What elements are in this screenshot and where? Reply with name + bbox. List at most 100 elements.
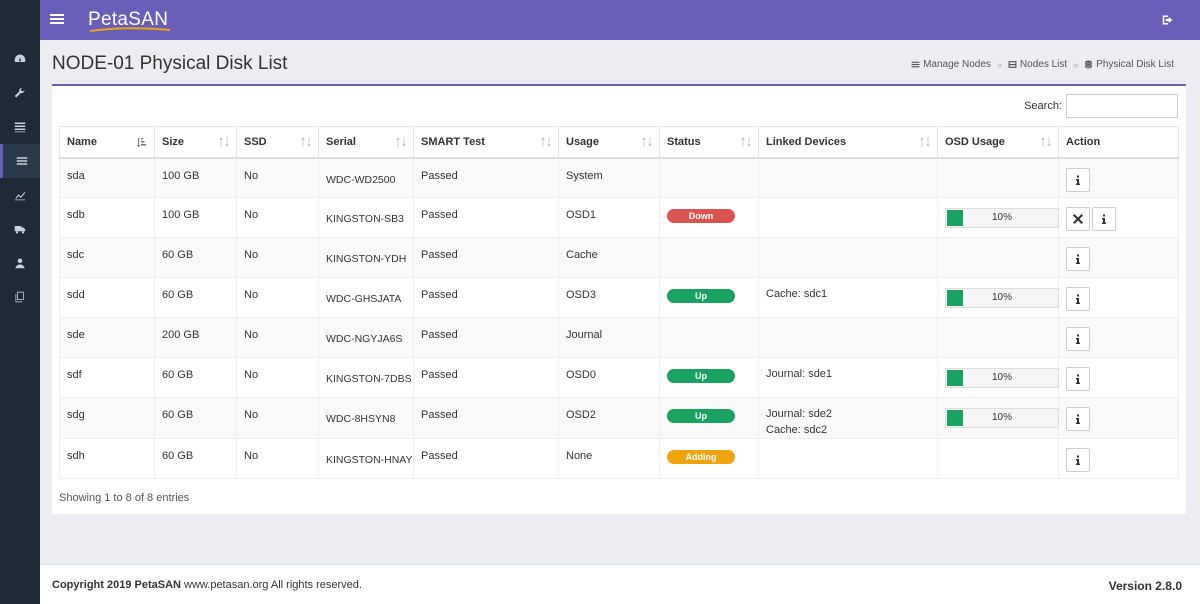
cell-serial: WDC-NGYJA6S	[318, 317, 414, 358]
cell-smart-test: Passed	[413, 438, 559, 479]
menu-icon	[911, 61, 920, 68]
cell-status: Up	[659, 277, 759, 318]
copyright-bold: Copyright 2019 PetaSAN	[52, 579, 181, 591]
remove-button[interactable]	[1066, 207, 1090, 231]
cell-linked-devices	[758, 197, 938, 238]
cell-name: sda	[59, 157, 155, 198]
info-button[interactable]	[1066, 287, 1090, 311]
cell-smart-test: Passed	[413, 157, 559, 198]
sidebar-item-users[interactable]	[0, 246, 40, 280]
cell-usage: Cache	[558, 237, 660, 278]
cell-action	[1058, 237, 1179, 278]
cell-action	[1058, 317, 1179, 358]
truck-icon	[14, 226, 26, 234]
table-entries-info: Showing 1 to 8 of 8 entries	[59, 492, 190, 504]
info-button[interactable]	[1066, 327, 1090, 351]
info-button[interactable]	[1066, 367, 1090, 391]
info-button[interactable]	[1066, 407, 1090, 431]
table-row: sdb 100 GB No KINGSTON-SB3 Passed OSD1 Down 10%	[59, 197, 1179, 238]
cell-linked-devices	[758, 438, 938, 479]
cell-size: 60 GB	[154, 438, 237, 479]
column-header-serial[interactable]: Serial	[318, 126, 414, 159]
info-icon	[1076, 374, 1080, 384]
osd-usage-fill	[947, 370, 963, 386]
sort-ascending-icon	[137, 138, 146, 147]
sidebar-item-configuration[interactable]	[0, 76, 40, 110]
list-icon	[14, 122, 26, 133]
osd-usage-percent: 10%	[991, 292, 1012, 303]
sidebar-item-maintenance[interactable]	[0, 212, 40, 246]
sidebar-item-dashboard[interactable]	[0, 42, 40, 76]
cell-status: Up	[659, 397, 759, 439]
cell-ssd: No	[236, 157, 319, 198]
sidebar-item-list[interactable]	[0, 110, 40, 144]
breadcrumb-label: Nodes List	[1019, 59, 1068, 70]
cell-usage: OSD1	[558, 197, 660, 238]
logout-icon[interactable]	[1162, 14, 1174, 26]
dashboard-icon	[14, 54, 26, 62]
cell-action	[1058, 277, 1179, 318]
osd-usage-percent: 10%	[991, 212, 1012, 223]
cell-ssd: No	[236, 317, 319, 358]
cell-status: Down	[659, 197, 759, 238]
sidebar-item-statistics[interactable]	[0, 178, 40, 212]
column-header-usage[interactable]: Usage	[558, 126, 660, 159]
osd-usage-progress-bar: 10%	[945, 408, 1059, 428]
linked-device-line: Journal: sde2	[766, 408, 833, 420]
info-button[interactable]	[1092, 207, 1116, 231]
status-badge: Up	[667, 289, 735, 303]
sidebar-item-copy[interactable]	[0, 280, 40, 314]
table-row: sda 100 GB No WDC-WD2500 Passed System	[59, 157, 1179, 198]
cell-serial: KINGSTON-YDH	[318, 237, 414, 278]
linked-device-line: Cache: sdc1	[766, 288, 828, 300]
cell-serial: KINGSTON-7DBS	[318, 357, 414, 398]
page-title: NODE-01 Physical Disk List	[52, 53, 288, 74]
info-button[interactable]	[1066, 448, 1090, 472]
cell-name: sdf	[59, 357, 155, 398]
column-header-linked-devices[interactable]: Linked Devices	[758, 126, 938, 159]
column-header-size[interactable]: Size	[154, 126, 237, 159]
cell-ssd: No	[236, 357, 319, 398]
table-row: sdh 60 GB No KINGSTON-HNAY Passed None Adding	[59, 438, 1179, 479]
copyright-rest: www.petasan.org All rights reserved.	[180, 579, 362, 591]
breadcrumb-manage-nodes[interactable]: Manage Nodes	[911, 59, 991, 70]
cell-status: Up	[659, 357, 759, 398]
cell-serial: KINGSTON-HNAY	[318, 438, 414, 479]
column-header-osd-usage[interactable]: OSD Usage	[937, 126, 1059, 159]
cell-linked-devices	[758, 157, 938, 198]
column-header-name[interactable]: Name	[59, 126, 155, 159]
search-input[interactable]	[1066, 94, 1178, 118]
table-row: sdd 60 GB No WDC-GHSJATA Passed OSD3 Up Cache: …	[59, 277, 1179, 318]
info-button[interactable]	[1066, 247, 1090, 271]
cell-action	[1058, 438, 1179, 479]
sort-icon	[219, 137, 229, 147]
cell-linked-devices: Journal: sde1	[758, 357, 938, 398]
info-icon	[1076, 294, 1080, 304]
sidebar-item-manage-nodes[interactable]	[0, 144, 40, 178]
osd-usage-progress-bar: 10%	[945, 368, 1059, 388]
cell-size: 200 GB	[154, 317, 237, 358]
breadcrumb-nodes-list[interactable]: Nodes List	[1008, 59, 1067, 70]
breadcrumb-label: Physical Disk List	[1096, 59, 1174, 70]
column-header-ssd[interactable]: SSD	[236, 126, 319, 159]
osd-usage-fill	[947, 290, 963, 306]
status-badge: Adding	[667, 450, 735, 464]
hamburger-menu-icon[interactable]	[50, 12, 64, 26]
table-row: sdc 60 GB No KINGSTON-YDH Passed Cache	[59, 237, 1179, 278]
remove-icon	[1073, 214, 1083, 224]
cell-usage: None	[558, 438, 660, 479]
cell-smart-test: Passed	[413, 197, 559, 238]
cell-serial: KINGSTON-SB3	[318, 197, 414, 238]
info-button[interactable]	[1066, 167, 1090, 192]
info-icon	[1076, 254, 1080, 264]
cell-linked-devices: Journal: sde2 Cache: sdc2	[758, 397, 938, 439]
table-row: sdf 60 GB No KINGSTON-7DBS Passed OSD0 Up Journ…	[59, 357, 1179, 398]
logo-swoosh-icon	[89, 27, 171, 32]
cell-osd-usage: 10%	[937, 357, 1059, 398]
breadcrumb-separator: »	[996, 59, 1002, 70]
column-header-smart-test[interactable]: SMART Test	[413, 126, 559, 159]
status-badge: Up	[667, 409, 735, 423]
top-navbar: PetaSAN	[40, 0, 1200, 40]
sort-icon	[1041, 137, 1051, 147]
column-header-status[interactable]: Status	[659, 126, 759, 159]
